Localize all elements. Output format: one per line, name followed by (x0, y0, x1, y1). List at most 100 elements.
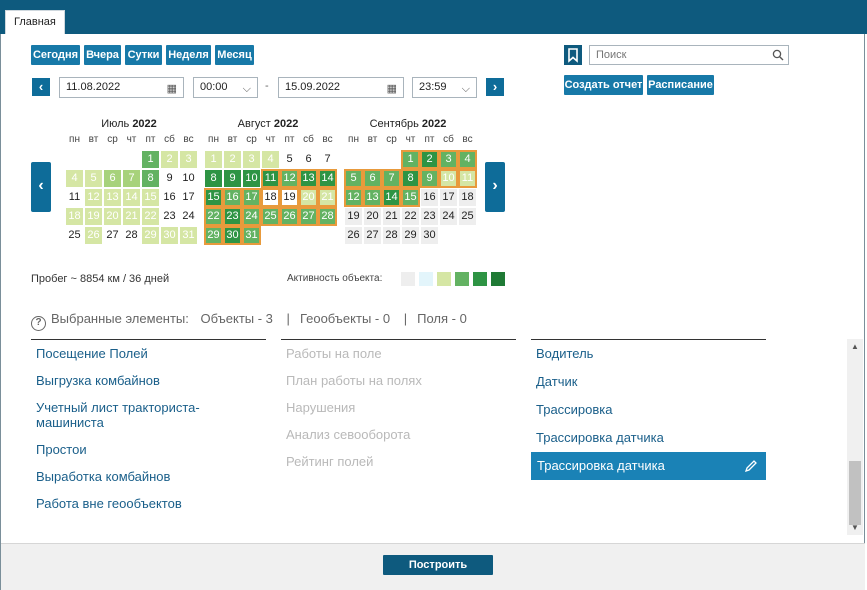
calendar-day[interactable]: 21 (383, 208, 400, 225)
calendar-day[interactable]: 26 (85, 227, 102, 244)
scroll-thumb[interactable] (849, 461, 861, 525)
calendar-day[interactable]: 2 (224, 151, 241, 168)
calendar-day[interactable]: 17 (182, 191, 195, 203)
calendar-day[interactable]: 18 (261, 188, 280, 207)
calendar-day[interactable]: 20 (364, 208, 381, 225)
calendar-day[interactable]: 22 (142, 208, 159, 225)
calendar-day[interactable]: 14 (318, 169, 337, 188)
calendar-day[interactable]: 7 (123, 170, 140, 187)
day-button[interactable]: Сутки (125, 45, 162, 65)
bookmark-icon[interactable] (564, 45, 582, 65)
calendar-day[interactable]: 13 (363, 188, 382, 207)
calendar-day[interactable]: 19 (345, 208, 362, 225)
calendar-day[interactable]: 21 (318, 188, 337, 207)
schedule-button[interactable]: Расписание (647, 75, 714, 95)
prev-period-button[interactable]: ‹ (32, 78, 50, 96)
calendar-day[interactable]: 27 (299, 207, 318, 226)
calendar-day[interactable]: 31 (242, 226, 261, 245)
selected-geo-link[interactable]: Геообъекты - 0 (299, 311, 391, 326)
calendar-day[interactable]: 12 (85, 189, 102, 206)
calendar-day[interactable]: 14 (382, 188, 401, 207)
calendar-day[interactable]: 7 (382, 169, 401, 188)
calendar-day[interactable]: 6 (363, 169, 382, 188)
search-icon[interactable] (772, 49, 784, 61)
report-item-active[interactable]: Трассировка датчика (531, 452, 766, 480)
calendar-day[interactable]: 6 (305, 153, 312, 165)
calendar-day[interactable]: 8 (142, 170, 159, 187)
calendar-day[interactable]: 7 (324, 153, 331, 165)
calendar-day[interactable]: 10 (439, 169, 458, 188)
calendar-day[interactable]: 23 (421, 208, 438, 225)
calendar-prev-button[interactable]: ‹ (31, 162, 51, 212)
calendar-day[interactable]: 25 (261, 207, 280, 226)
calendar-day[interactable]: 28 (318, 207, 337, 226)
report-item[interactable]: Водитель (536, 346, 594, 361)
from-time-select[interactable]: 00:00 ⌵ (193, 77, 258, 98)
calendar-day[interactable]: 5 (344, 169, 363, 188)
report-item[interactable]: Трассировка (536, 402, 613, 417)
edit-icon[interactable] (744, 459, 758, 473)
calendar-day[interactable]: 15 (204, 188, 223, 207)
calendar-day[interactable]: 15 (401, 188, 420, 207)
calendar-day[interactable]: 27 (106, 229, 119, 241)
week-button[interactable]: Неделя (166, 45, 211, 65)
report-item[interactable]: Учетный лист тракториста- машиниста (36, 400, 200, 430)
to-time-select[interactable]: 23:59 ⌵ (412, 77, 477, 98)
tab-main[interactable]: Главная (5, 10, 65, 34)
month-button[interactable]: Месяц (215, 45, 254, 65)
selected-objects-link[interactable]: Объекты - 3 (200, 311, 273, 326)
calendar-day[interactable]: 16 (223, 188, 242, 207)
calendar-day[interactable]: 28 (125, 229, 138, 241)
calendar-day[interactable]: 6 (104, 170, 121, 187)
to-date-field[interactable]: 15.09.2022 ▦ (278, 77, 404, 98)
calendar-day[interactable]: 15 (142, 189, 159, 206)
calendar-day[interactable]: 20 (104, 208, 121, 225)
calendar-day[interactable]: 29 (402, 227, 419, 244)
build-button[interactable]: Построить (383, 555, 493, 575)
calendar-day[interactable]: 23 (163, 210, 176, 222)
calendar-day[interactable]: 20 (299, 188, 318, 207)
calendar-next-button[interactable]: › (485, 162, 505, 212)
calendar-day[interactable]: 28 (383, 227, 400, 244)
calendar-day[interactable]: 3 (439, 150, 458, 169)
calendar-day[interactable]: 1 (142, 151, 159, 168)
calendar-day[interactable]: 21 (123, 208, 140, 225)
calendar-day[interactable]: 1 (401, 150, 420, 169)
scrollbar[interactable]: ▲ ▼ (847, 339, 863, 535)
calendar-day[interactable]: 16 (163, 191, 176, 203)
calendar-day[interactable]: 22 (402, 208, 419, 225)
calendar-day[interactable]: 14 (123, 189, 140, 206)
report-item[interactable]: Датчик (536, 374, 578, 389)
report-item[interactable]: Работа вне геообъектов (36, 496, 182, 511)
calendar-day[interactable]: 31 (180, 227, 197, 244)
calendar-day[interactable]: 18 (459, 189, 476, 206)
calendar-day[interactable]: 29 (142, 227, 159, 244)
calendar-day[interactable]: 26 (345, 227, 362, 244)
calendar-day[interactable]: 3 (243, 151, 260, 168)
calendar-day[interactable]: 16 (421, 189, 438, 206)
calendar-day[interactable]: 12 (344, 188, 363, 207)
calendar-day[interactable]: 30 (421, 227, 438, 244)
calendar-day[interactable]: 4 (262, 151, 279, 168)
calendar-day[interactable]: 25 (68, 229, 81, 241)
calendar-day[interactable]: 10 (243, 170, 260, 187)
report-item[interactable]: Простои (36, 442, 87, 457)
calendar-day[interactable]: 24 (440, 208, 457, 225)
calendar-day[interactable]: 9 (166, 172, 173, 184)
calendar-day[interactable]: 3 (180, 151, 197, 168)
calendar-day[interactable]: 2 (161, 151, 178, 168)
scroll-up-icon[interactable]: ▲ (851, 342, 859, 351)
calendar-icon[interactable]: ▦ (386, 83, 397, 95)
calendar-day[interactable]: 4 (458, 150, 477, 169)
calendar-day[interactable]: 9 (420, 169, 439, 188)
calendar-day[interactable]: 12 (280, 169, 299, 188)
next-period-button[interactable]: › (486, 78, 504, 96)
report-item[interactable]: Посещение Полей (36, 346, 148, 361)
calendar-day[interactable]: 13 (299, 169, 318, 188)
calendar-day[interactable]: 8 (401, 169, 420, 188)
calendar-day[interactable]: 17 (440, 189, 457, 206)
calendar-day[interactable]: 13 (104, 189, 121, 206)
calendar-day[interactable]: 29 (204, 226, 223, 245)
calendar-day[interactable]: 11 (68, 191, 81, 203)
calendar-day[interactable]: 26 (280, 207, 299, 226)
